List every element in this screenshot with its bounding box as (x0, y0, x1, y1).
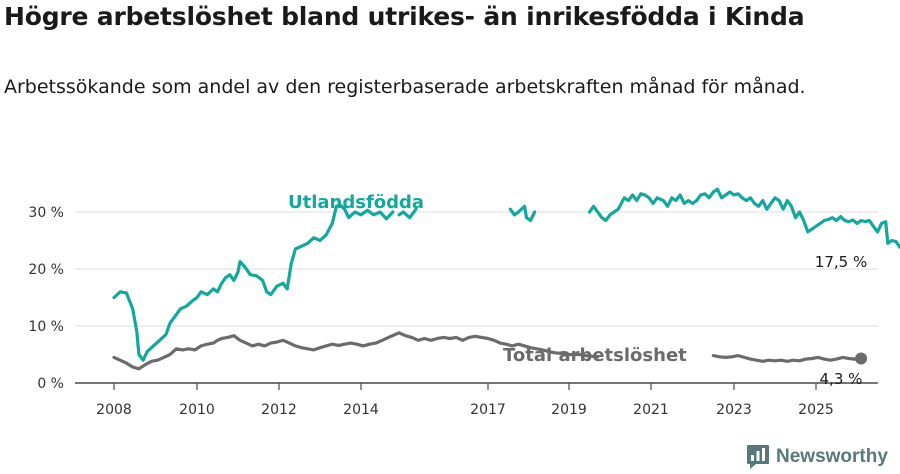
y-tick-label: 0 % (37, 376, 64, 392)
foreign-born-line-segment (112, 203, 395, 362)
total-series-label: Total arbetslöshet (503, 345, 687, 366)
total-line-segment (112, 331, 600, 371)
foreign-born-line-segment (397, 207, 418, 220)
chart-title: Högre arbetslöshet bland utrikes- än inr… (4, 2, 805, 31)
x-tick-label: 2019 (551, 402, 587, 418)
foreign-born-series-label: Utlandsfödda (288, 192, 424, 213)
x-tick-label: 2023 (716, 402, 752, 418)
x-tick-label: 2014 (343, 402, 379, 418)
total-end-point (855, 352, 868, 365)
total-line-segment (711, 354, 863, 363)
series-lines (112, 187, 900, 371)
y-tick-label: 30 % (28, 205, 64, 221)
x-tick-label: 2010 (179, 402, 215, 418)
series-labels: Utlandsfödda Total arbetslöshet 17,5 % 4,3 … (288, 192, 867, 388)
total-end-value: 4,3 % (820, 370, 863, 388)
x-tick-label: 2008 (96, 402, 132, 418)
brand-name: Newsworthy (776, 446, 888, 467)
x-tick-label: 2017 (470, 402, 506, 418)
foreign-born-end-value: 17,5 % (815, 253, 867, 271)
x-axis: 2008 2010 2012 2014 2017 2019 2021 2023 2025 (75, 382, 878, 418)
chart-subtitle: Arbetssökande som andel av den registerb… (4, 76, 806, 98)
newsworthy-logo-icon (747, 445, 769, 469)
foreign-born-line-segment (508, 204, 537, 223)
foreign-born-line-segment (587, 187, 900, 250)
brand-logo: Newsworthy (746, 444, 888, 470)
x-tick-label: 2012 (261, 402, 297, 418)
x-tick-label: 2021 (633, 402, 669, 418)
y-tick-label: 10 % (28, 319, 64, 335)
y-axis: 0 % 10 % 20 % 30 % (28, 205, 64, 392)
x-tick-label: 2025 (798, 402, 834, 418)
y-tick-label: 20 % (28, 262, 64, 278)
